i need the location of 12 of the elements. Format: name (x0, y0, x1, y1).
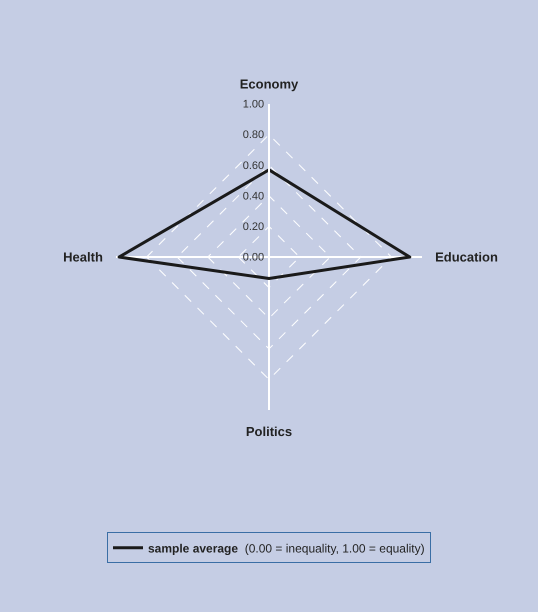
y-tick-label: 0.00 (242, 252, 264, 264)
y-tick-label: 0.60 (242, 160, 264, 172)
spoke-label: Education (435, 250, 498, 265)
legend-label: sample average (148, 541, 238, 556)
spoke-label: Politics (246, 424, 292, 440)
y-tick-label: 0.80 (242, 129, 264, 142)
y-tick-label: 0.20 (242, 221, 264, 234)
y-tick-label: 1.00 (242, 98, 264, 111)
y-tick-label: 0.40 (242, 190, 264, 202)
spoke-label: Health (63, 250, 103, 265)
text: (0.00 = inequality, 1.00 = equality) (244, 541, 425, 556)
spoke-label: Economy (240, 76, 300, 92)
